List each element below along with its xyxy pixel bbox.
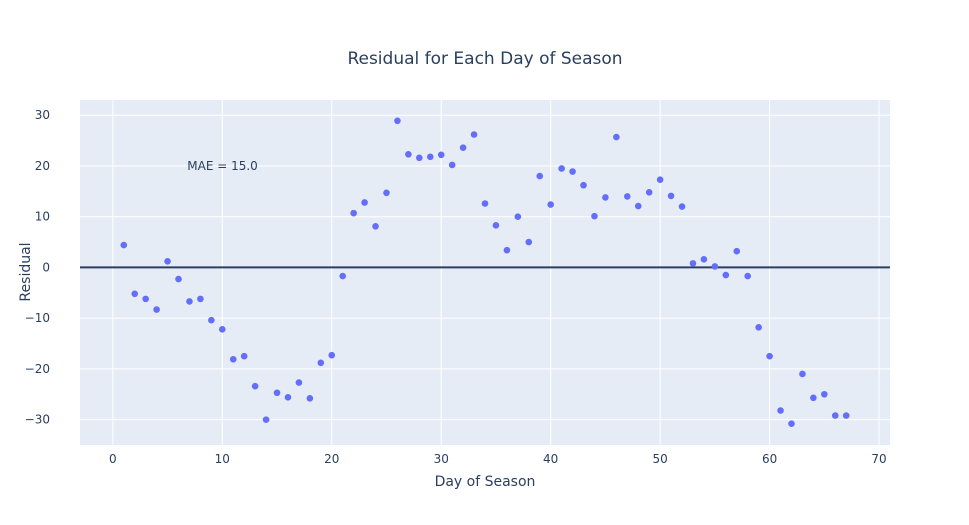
- data-point: [547, 201, 554, 208]
- data-point: [186, 298, 193, 305]
- data-point: [262, 416, 270, 423]
- data-point: [503, 246, 511, 254]
- mae-annotation: MAE = 15.0: [187, 159, 258, 173]
- data-point: [514, 213, 522, 220]
- data-point: [218, 326, 226, 333]
- data-point: [722, 271, 730, 279]
- data-point: [558, 165, 565, 172]
- data-point: [810, 394, 817, 402]
- data-point: [273, 389, 281, 397]
- data-point: [623, 193, 631, 200]
- data-point: [821, 390, 828, 398]
- data-point: [536, 172, 544, 180]
- data-point: [175, 275, 182, 283]
- data-point: [153, 306, 160, 313]
- data-point: [306, 395, 314, 402]
- data-point: [711, 263, 719, 270]
- data-point: [645, 189, 653, 196]
- data-point: [700, 256, 708, 263]
- data-point: [580, 181, 587, 189]
- x-tick-label: 60: [762, 452, 777, 466]
- data-point: [394, 117, 401, 125]
- y-tick-label: −10: [25, 311, 50, 325]
- data-point: [799, 370, 806, 378]
- x-tick-label: 40: [543, 452, 558, 466]
- data-point: [602, 194, 609, 201]
- data-point: [229, 355, 237, 363]
- data-point: [766, 352, 773, 360]
- x-axis-ticks: 0 10 20 30 40 50 60 70: [109, 452, 887, 466]
- data-point: [164, 258, 171, 265]
- data-point: [689, 260, 697, 267]
- grid-lines: [80, 100, 890, 445]
- x-tick-label: 0: [109, 452, 117, 466]
- data-point: [777, 407, 784, 414]
- y-tick-label: −30: [25, 413, 50, 427]
- data-point: [678, 203, 686, 210]
- data-point: [842, 412, 850, 419]
- x-tick-label: 20: [324, 452, 339, 466]
- data-point: [339, 272, 347, 280]
- data-point: [251, 382, 259, 390]
- data-point: [208, 316, 215, 324]
- data-points: [120, 117, 850, 427]
- x-tick-label: 50: [652, 452, 667, 466]
- data-point: [667, 192, 675, 200]
- data-point: [372, 223, 379, 230]
- x-tick-label: 30: [434, 452, 449, 466]
- chart-title: Residual for Each Day of Season: [347, 49, 622, 69]
- data-point: [317, 359, 325, 367]
- data-point: [525, 238, 533, 246]
- data-point: [197, 295, 204, 303]
- y-tick-label: −20: [25, 362, 50, 376]
- data-point: [416, 154, 423, 162]
- plot-area: [80, 100, 890, 445]
- data-point: [448, 161, 456, 169]
- data-point: [634, 202, 642, 210]
- x-tick-label: 70: [871, 452, 886, 466]
- data-point: [240, 352, 248, 360]
- data-point: [744, 272, 752, 280]
- data-point: [481, 200, 489, 207]
- y-tick-label: 30: [35, 108, 50, 122]
- data-point: [295, 379, 303, 386]
- data-point: [591, 212, 598, 220]
- data-point: [733, 247, 741, 255]
- data-point: [383, 189, 390, 197]
- data-point: [405, 150, 412, 158]
- data-point: [656, 176, 664, 183]
- data-point: [831, 412, 839, 419]
- data-point: [120, 241, 128, 249]
- y-tick-label: 0: [42, 260, 50, 274]
- data-point: [492, 222, 500, 229]
- data-point: [328, 351, 336, 359]
- data-point: [350, 209, 357, 217]
- data-point: [131, 290, 139, 298]
- data-point: [470, 131, 478, 138]
- data-point: [142, 295, 149, 303]
- data-point: [284, 394, 292, 401]
- data-point: [569, 168, 576, 175]
- data-point: [788, 420, 795, 427]
- data-point: [426, 153, 434, 161]
- x-tick-label: 10: [215, 452, 230, 466]
- y-axis-title: Residual: [18, 242, 34, 301]
- data-point: [437, 151, 445, 159]
- y-tick-label: 10: [35, 210, 50, 224]
- data-point: [755, 323, 762, 331]
- data-point: [613, 133, 620, 141]
- x-axis-title: Day of Season: [435, 474, 536, 490]
- data-point: [459, 144, 467, 151]
- y-axis-ticks: 30 20 10 0 −10 −20 −30: [25, 108, 50, 426]
- y-tick-label: 20: [35, 159, 50, 173]
- data-point: [361, 199, 368, 206]
